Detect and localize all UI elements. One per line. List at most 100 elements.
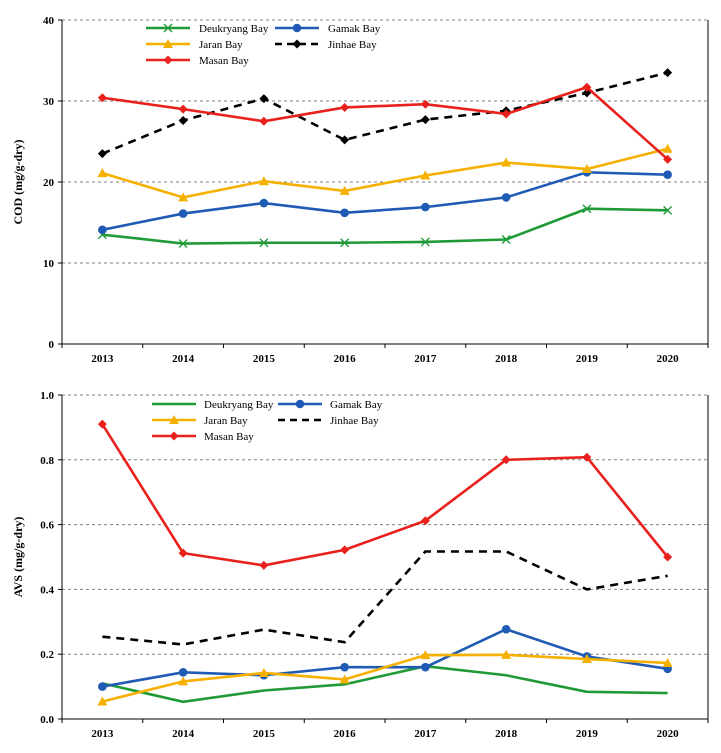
y-tick-label: 0.4 (40, 584, 54, 596)
legend-entry: Gamak Bay (278, 399, 383, 411)
data-point (98, 225, 107, 235)
chart-2: 0.0 0.2 0.4 0.6 0.8 1.0 2013 2014 2015 2016 2017 20… (11, 390, 709, 740)
data-point (178, 239, 188, 249)
data-point (421, 662, 430, 672)
data-point (340, 238, 350, 248)
data-point (421, 202, 430, 212)
data-point (420, 237, 430, 247)
series-line (101, 71, 668, 155)
legend-entry: Masan Bay (146, 55, 249, 67)
data-point (259, 238, 269, 248)
data-point (97, 149, 107, 159)
y-tick-label: 0.0 (40, 714, 54, 726)
x-tick-label: 2018 (495, 728, 518, 740)
series-jaran-bay (97, 143, 673, 202)
x-tick-label: 2019 (576, 353, 599, 365)
data-point (97, 696, 108, 706)
x-tick-label: 2019 (576, 728, 599, 740)
data-point (178, 115, 188, 125)
data-point (663, 154, 673, 164)
x-tick-label: 2017 (414, 353, 437, 365)
data-point (259, 116, 269, 126)
legend-marker (292, 39, 302, 49)
x-tick-label: 2014 (172, 353, 195, 365)
legend-entry: Jinhae Bay (275, 39, 377, 51)
data-point (501, 193, 511, 202)
data-point (178, 104, 188, 114)
legend-label: Jaran Bay (204, 415, 248, 427)
data-point (663, 170, 672, 180)
series-line (102, 653, 668, 703)
data-point (663, 68, 673, 78)
data-point (258, 667, 269, 677)
data-point (420, 650, 431, 660)
legend-entry: Jinhae Bay (278, 415, 379, 427)
legend-label: Gamak Bay (328, 23, 381, 35)
x-tick-label: 2015 (253, 353, 276, 365)
data-point (340, 102, 350, 112)
y-axis-label: AVS (mg/g-dry) (11, 517, 25, 598)
data-point (501, 455, 511, 465)
legend-marker (295, 399, 305, 409)
legend-entry: Jaran Bay (152, 415, 248, 427)
legend-label: Masan Bay (199, 55, 249, 67)
series-deukryang-bay (97, 204, 673, 249)
series-gamak-bay (98, 167, 672, 235)
data-point (501, 235, 511, 245)
data-point (178, 548, 188, 558)
x-tick-label: 2013 (91, 353, 114, 365)
data-point (259, 94, 269, 104)
data-point (340, 135, 350, 145)
series-line (101, 423, 669, 567)
series-line (102, 664, 668, 704)
series-jinhae-bay (102, 550, 668, 646)
y-tick-label: 20 (43, 177, 55, 189)
series-line (102, 170, 668, 232)
legend-label: Jinhae Bay (328, 39, 377, 51)
data-point (339, 674, 350, 684)
y-tick-label: 0.8 (40, 455, 54, 467)
y-tick-label: 30 (43, 96, 55, 108)
legend-label: Masan Bay (204, 431, 254, 443)
series-masan-bay (97, 82, 673, 164)
series-jaran-bay (97, 649, 673, 706)
data-point (663, 205, 673, 215)
data-point (662, 657, 673, 667)
data-point (581, 164, 592, 174)
data-point (420, 516, 430, 526)
y-tick-label: 10 (43, 258, 55, 270)
legend-marker (292, 23, 302, 33)
legend-label: Deukryang Bay (204, 399, 274, 411)
data-point (420, 115, 430, 125)
data-point (98, 682, 107, 691)
legend-label: Deukryang Bay (199, 23, 269, 35)
data-point (501, 109, 511, 119)
legend-entry: Deukryang Bay (152, 399, 274, 411)
data-point (339, 185, 350, 195)
data-point (340, 662, 349, 672)
series-line (102, 147, 668, 199)
data-point (340, 208, 349, 218)
legend-entry: Masan Bay (152, 431, 254, 443)
x-tick-label: 2020 (657, 353, 680, 365)
data-point (662, 143, 673, 153)
legend-marker (163, 55, 173, 65)
legend-entry: Deukryang Bay (146, 23, 269, 35)
legend-marker (163, 23, 173, 33)
legend-marker (169, 415, 179, 424)
data-point (420, 170, 431, 180)
legend-marker (163, 39, 173, 48)
data-point (97, 419, 107, 429)
x-tick-label: 2018 (495, 353, 518, 365)
legend-marker (169, 431, 179, 441)
data-point (178, 192, 189, 202)
data-point (582, 452, 592, 462)
x-tick-label: 2014 (172, 728, 195, 740)
series-line (102, 85, 669, 161)
legend-label: Gamak Bay (330, 399, 383, 411)
series-jinhae-bay (97, 68, 673, 159)
data-point (420, 99, 430, 109)
data-point (581, 654, 592, 664)
